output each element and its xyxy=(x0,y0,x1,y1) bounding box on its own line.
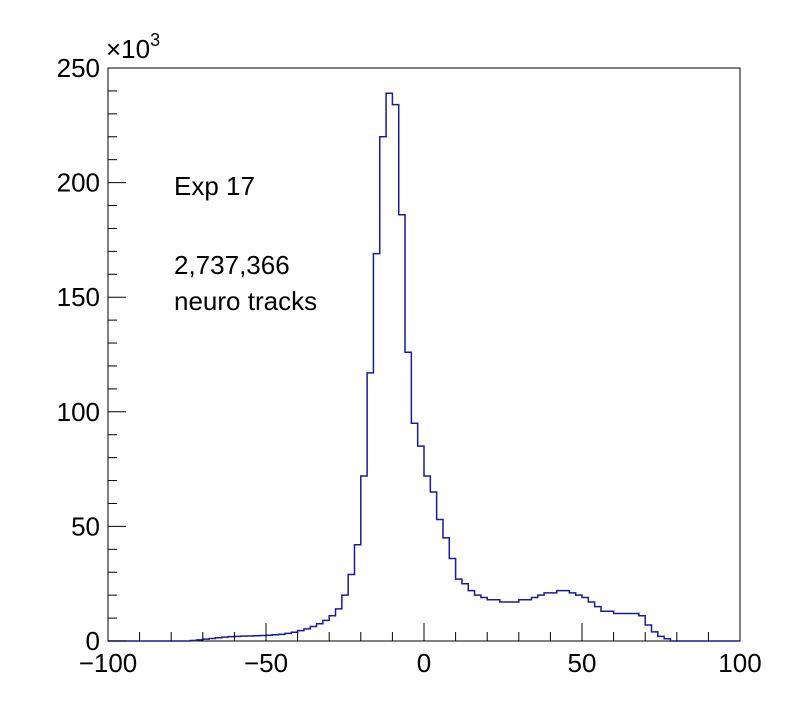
x-tick-label: 0 xyxy=(417,648,431,678)
y-tick-label: 100 xyxy=(57,397,100,427)
y-axis-multiplier: ×103 xyxy=(106,30,160,64)
x-tick-label: 100 xyxy=(718,648,761,678)
x-tick-label: −50 xyxy=(244,648,288,678)
y-axis-multiplier-base: ×10 xyxy=(106,34,150,64)
plot-frame xyxy=(107,67,741,642)
y-axis: 0 50 100 150 200 250 xyxy=(57,53,126,656)
annotation-track-label: neuro tracks xyxy=(174,286,317,316)
y-tick-label: 50 xyxy=(71,511,100,541)
annotation-track-count: 2,737,366 xyxy=(174,250,290,280)
y-tick-label: 200 xyxy=(57,168,100,198)
y-tick-label: 0 xyxy=(86,626,100,656)
annotation-experiment: Exp 17 xyxy=(174,171,255,201)
x-tick-label: −100 xyxy=(79,648,138,678)
x-axis: −100 −50 0 50 100 xyxy=(79,623,762,678)
y-tick-label: 150 xyxy=(57,282,100,312)
x-tick-label: 50 xyxy=(568,648,597,678)
y-axis-multiplier-exponent: 3 xyxy=(150,30,160,50)
plot-area xyxy=(107,67,741,642)
y-tick-label: 250 xyxy=(57,53,100,83)
